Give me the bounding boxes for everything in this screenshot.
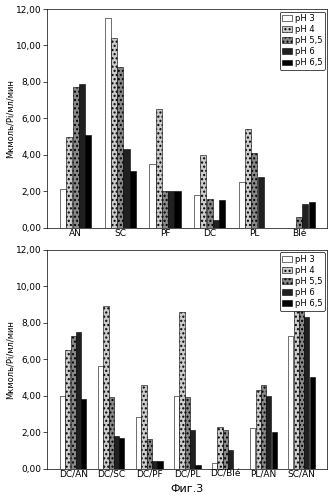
Bar bbox=[266, 396, 271, 468]
Bar bbox=[299, 282, 304, 469]
Bar bbox=[119, 438, 125, 468]
Bar bbox=[85, 135, 91, 228]
Bar bbox=[168, 191, 174, 228]
Bar bbox=[73, 88, 79, 228]
Bar bbox=[66, 136, 72, 228]
Bar bbox=[195, 465, 200, 468]
Bar bbox=[302, 204, 308, 228]
Bar bbox=[296, 216, 302, 228]
Bar bbox=[103, 306, 109, 468]
Bar bbox=[219, 200, 225, 228]
Bar bbox=[81, 400, 87, 468]
Bar bbox=[213, 220, 219, 228]
Bar bbox=[261, 384, 266, 468]
Bar bbox=[76, 332, 81, 468]
Bar bbox=[60, 190, 66, 228]
Bar bbox=[271, 432, 277, 469]
Bar bbox=[60, 396, 65, 468]
Bar bbox=[304, 318, 309, 468]
Bar bbox=[130, 171, 136, 228]
Bar bbox=[250, 428, 255, 469]
Y-axis label: Мкмоль/Рi/мл/мин: Мкмоль/Рi/мл/мин bbox=[6, 320, 15, 398]
Bar bbox=[207, 198, 213, 228]
Bar bbox=[114, 436, 119, 468]
Bar bbox=[105, 18, 111, 228]
X-axis label: Фиг.3: Фиг.3 bbox=[171, 484, 204, 494]
Bar bbox=[79, 84, 85, 228]
Bar bbox=[200, 155, 206, 228]
Bar bbox=[98, 366, 103, 468]
Bar bbox=[150, 164, 156, 228]
Bar bbox=[217, 426, 223, 469]
Bar bbox=[245, 130, 251, 228]
Bar bbox=[109, 398, 114, 468]
Bar bbox=[174, 191, 180, 228]
Bar bbox=[124, 150, 130, 228]
Bar bbox=[251, 153, 257, 228]
Bar bbox=[223, 430, 228, 469]
Bar bbox=[194, 195, 200, 228]
Bar bbox=[65, 350, 71, 469]
Bar bbox=[228, 450, 233, 468]
Bar bbox=[255, 390, 261, 468]
Bar bbox=[71, 336, 76, 468]
Bar bbox=[309, 202, 315, 228]
Bar bbox=[142, 384, 147, 468]
Bar bbox=[212, 463, 217, 468]
Bar bbox=[239, 182, 245, 228]
Bar bbox=[152, 461, 157, 468]
Bar bbox=[174, 396, 179, 468]
Bar bbox=[258, 176, 264, 228]
Legend: pH 3, pH 4, pH 5,5, pH 6, pH 6,5: pH 3, pH 4, pH 5,5, pH 6, pH 6,5 bbox=[280, 252, 325, 310]
Bar bbox=[190, 430, 195, 469]
Bar bbox=[185, 398, 190, 468]
Bar bbox=[158, 461, 163, 468]
Bar bbox=[294, 284, 299, 469]
Bar bbox=[179, 312, 184, 468]
Bar bbox=[162, 191, 168, 228]
Legend: pH 3, pH 4, pH 5,5, pH 6, pH 6,5: pH 3, pH 4, pH 5,5, pH 6, pH 6,5 bbox=[280, 12, 325, 70]
Bar bbox=[111, 38, 117, 228]
Bar bbox=[117, 68, 123, 228]
Bar bbox=[156, 110, 162, 228]
Y-axis label: Мкмоль/Рi/мл/мин: Мкмоль/Рi/мл/мин bbox=[6, 79, 15, 158]
Bar bbox=[136, 418, 141, 469]
Bar bbox=[147, 440, 152, 468]
Bar bbox=[310, 378, 315, 468]
Bar bbox=[288, 336, 293, 468]
